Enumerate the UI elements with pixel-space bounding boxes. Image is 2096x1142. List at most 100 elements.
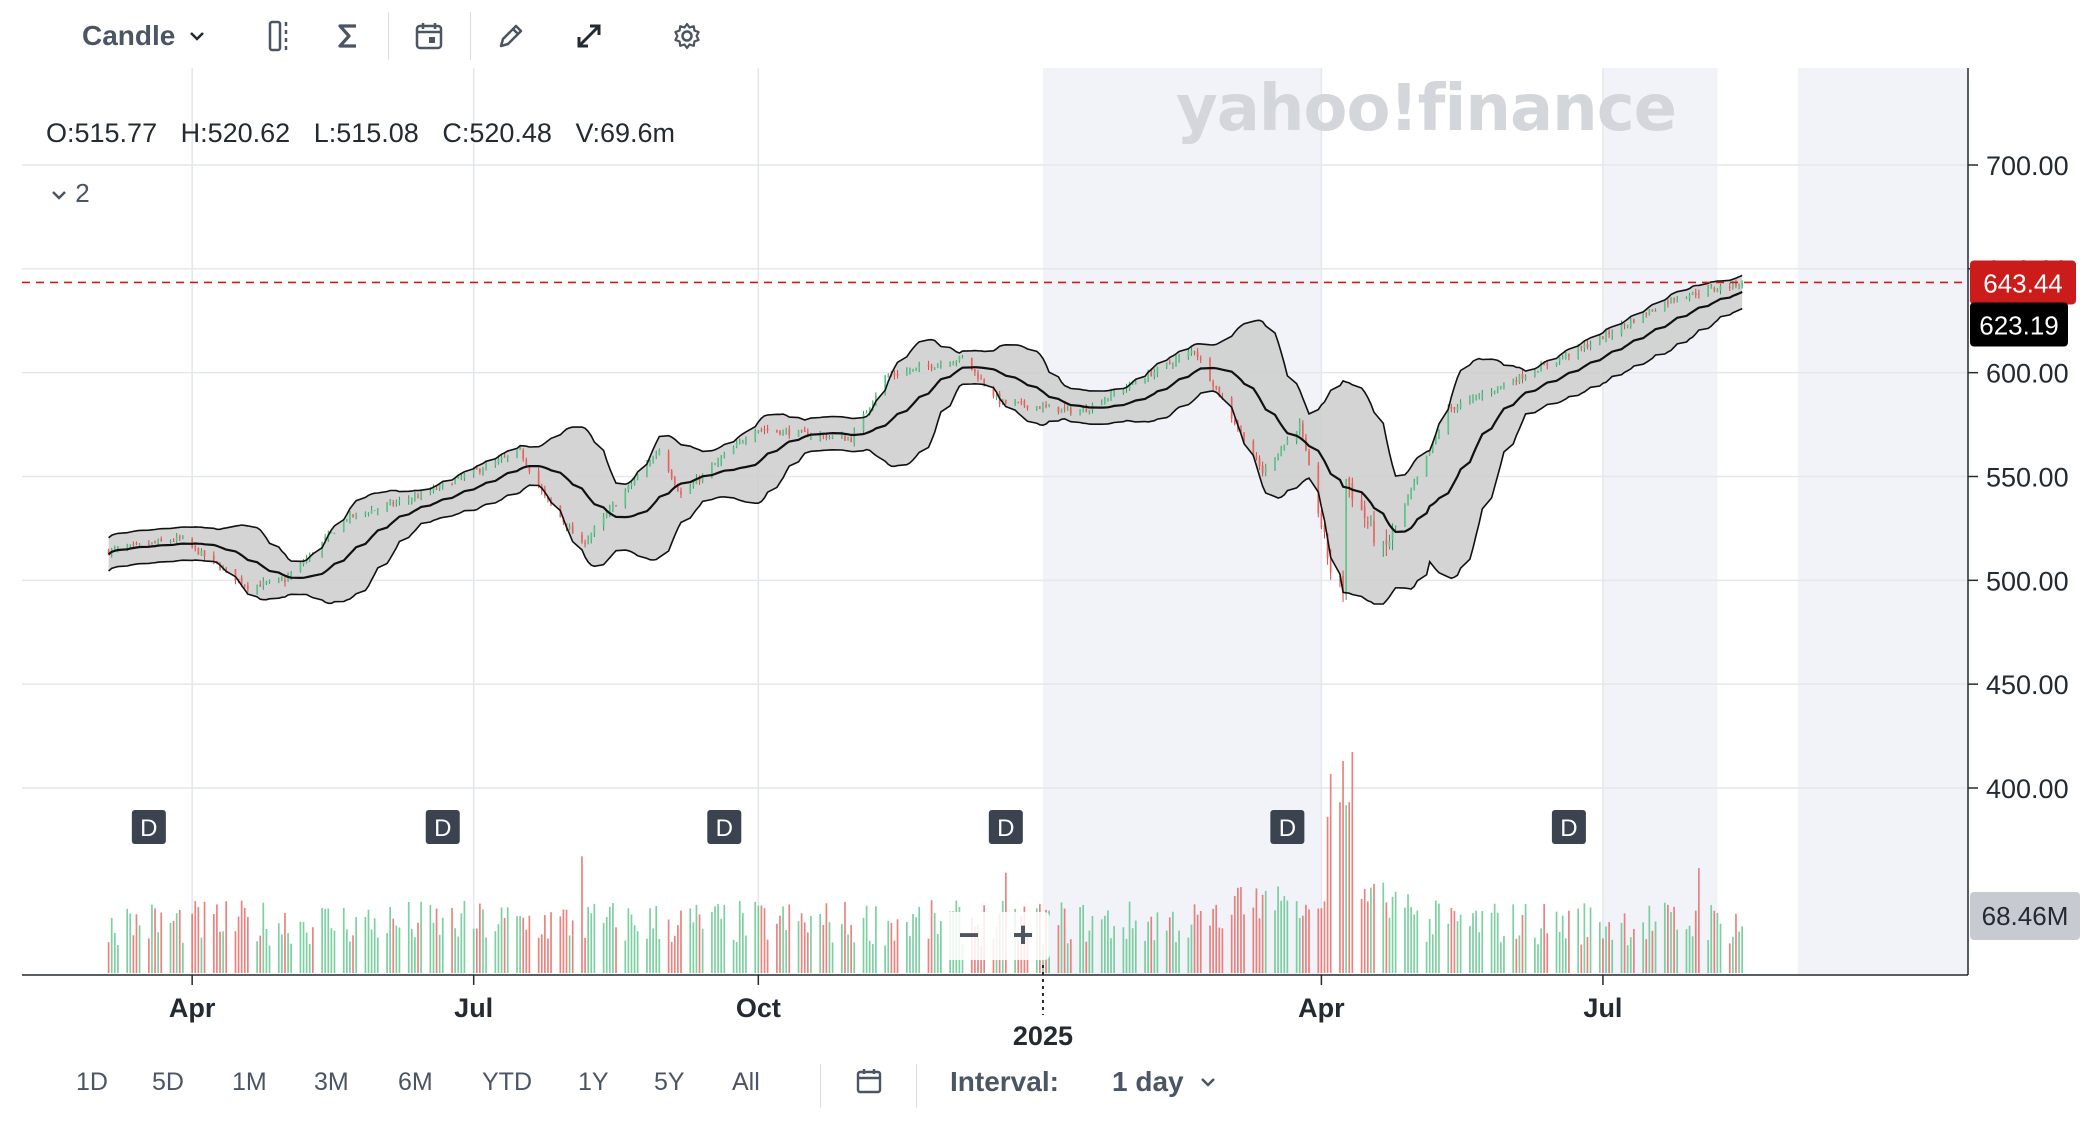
range-1d-button[interactable]: 1D <box>76 1068 108 1096</box>
candle <box>905 367 908 376</box>
candle <box>803 426 806 433</box>
candle-body <box>500 457 503 460</box>
candle-body <box>1048 405 1050 408</box>
range-6m-button[interactable]: 6M <box>398 1068 433 1096</box>
candle-body <box>126 546 129 550</box>
candle <box>479 468 481 475</box>
candle <box>896 369 899 379</box>
candle <box>1069 406 1072 416</box>
candle-body <box>788 429 791 436</box>
volume-bar <box>652 928 654 973</box>
candle <box>717 457 719 468</box>
price-chart[interactable]: 700.00650.00600.00550.00500.00450.00400.… <box>0 0 2096 1060</box>
volume-bar <box>311 927 314 973</box>
volume-bar <box>689 908 692 973</box>
volume-bar <box>646 938 648 973</box>
candle-body <box>1178 356 1180 360</box>
volume-bar <box>735 942 738 973</box>
volume-bar <box>1230 914 1233 973</box>
volume-bar <box>1209 925 1211 973</box>
volume-bar <box>113 932 116 973</box>
volume-bar <box>754 901 757 973</box>
volume-bar <box>175 913 178 973</box>
range-5y-button[interactable]: 5Y <box>654 1068 685 1096</box>
candle-body <box>1469 398 1471 403</box>
candle-body <box>1172 364 1174 366</box>
range-1y-button[interactable]: 1Y <box>578 1068 609 1096</box>
candle <box>1274 457 1276 471</box>
volume-bar <box>246 917 249 973</box>
candle-body <box>151 542 153 544</box>
candle <box>454 478 456 485</box>
candle <box>1713 286 1716 293</box>
candle-body <box>1175 358 1177 364</box>
candle-body <box>887 375 890 377</box>
sma-tag-label: 623.19 <box>1979 311 2059 341</box>
candle <box>197 547 200 555</box>
indicator-collapse-toggle[interactable]: 2 <box>50 178 90 209</box>
range-ytd-button[interactable]: YTD <box>482 1068 532 1096</box>
indicators-icon[interactable] <box>334 14 362 58</box>
candle-body <box>1261 465 1264 474</box>
volume-bar <box>410 929 413 973</box>
zoom-in-button[interactable]: + <box>1012 914 1034 955</box>
candle <box>151 541 153 545</box>
zoom-controls: − + <box>942 912 1050 960</box>
zoom-out-button[interactable]: − <box>958 914 980 955</box>
candle-body <box>172 540 175 542</box>
date-range-calendar-icon[interactable] <box>856 1068 882 1101</box>
volume-bar <box>562 909 565 973</box>
fullscreen-icon[interactable] <box>574 14 604 58</box>
compare-icon[interactable] <box>266 14 296 58</box>
candle <box>1298 418 1301 436</box>
candle <box>169 539 172 544</box>
settings-icon[interactable] <box>672 14 702 58</box>
volume-bar <box>1564 938 1567 973</box>
candle-body <box>1648 310 1651 315</box>
volume-bar <box>169 922 172 973</box>
candle-body <box>1472 396 1474 400</box>
candle-body <box>1481 393 1484 397</box>
volume-bar <box>1175 942 1177 973</box>
candle <box>284 575 286 587</box>
candle-body <box>1363 506 1366 519</box>
volume-bar <box>182 942 184 973</box>
candle <box>584 539 586 548</box>
dividend-marker-box <box>988 810 1023 844</box>
chart-type-dropdown[interactable]: Candle <box>82 14 207 58</box>
volume-bar <box>1305 904 1307 973</box>
volume-bar <box>290 943 293 973</box>
candle-body <box>1580 346 1583 348</box>
volume-bar <box>157 932 159 973</box>
range-5d-button[interactable]: 5D <box>152 1068 184 1096</box>
range-1m-button[interactable]: 1M <box>232 1068 267 1096</box>
volume-bar <box>868 940 871 973</box>
candle-body <box>1629 320 1632 326</box>
candle <box>1633 318 1635 324</box>
candle-body <box>1598 336 1601 344</box>
candle-body <box>952 362 955 366</box>
volume-bar <box>636 931 639 973</box>
candle-body <box>212 555 215 561</box>
draw-icon[interactable] <box>496 14 526 58</box>
volume-bar <box>1670 911 1672 973</box>
events-calendar-icon[interactable] <box>414 14 444 58</box>
bollinger-upper-line <box>108 274 1743 563</box>
volume-bar <box>1190 924 1193 973</box>
candle <box>723 451 726 459</box>
volume-bar <box>1534 937 1536 973</box>
candle <box>875 392 877 406</box>
interval-dropdown[interactable]: 1 day <box>1112 1066 1217 1098</box>
candle <box>590 532 593 544</box>
volume-bar <box>584 937 586 973</box>
volume-bar <box>776 923 778 973</box>
volume-bar <box>154 908 156 973</box>
candle <box>135 541 138 546</box>
candle-body <box>844 436 846 441</box>
candle <box>1738 283 1740 290</box>
volume-bar <box>1373 883 1375 973</box>
candle-body <box>1719 285 1722 291</box>
range-3m-button[interactable]: 3M <box>314 1068 349 1096</box>
volume-bar <box>763 908 766 973</box>
range-all-button[interactable]: All <box>732 1068 760 1096</box>
